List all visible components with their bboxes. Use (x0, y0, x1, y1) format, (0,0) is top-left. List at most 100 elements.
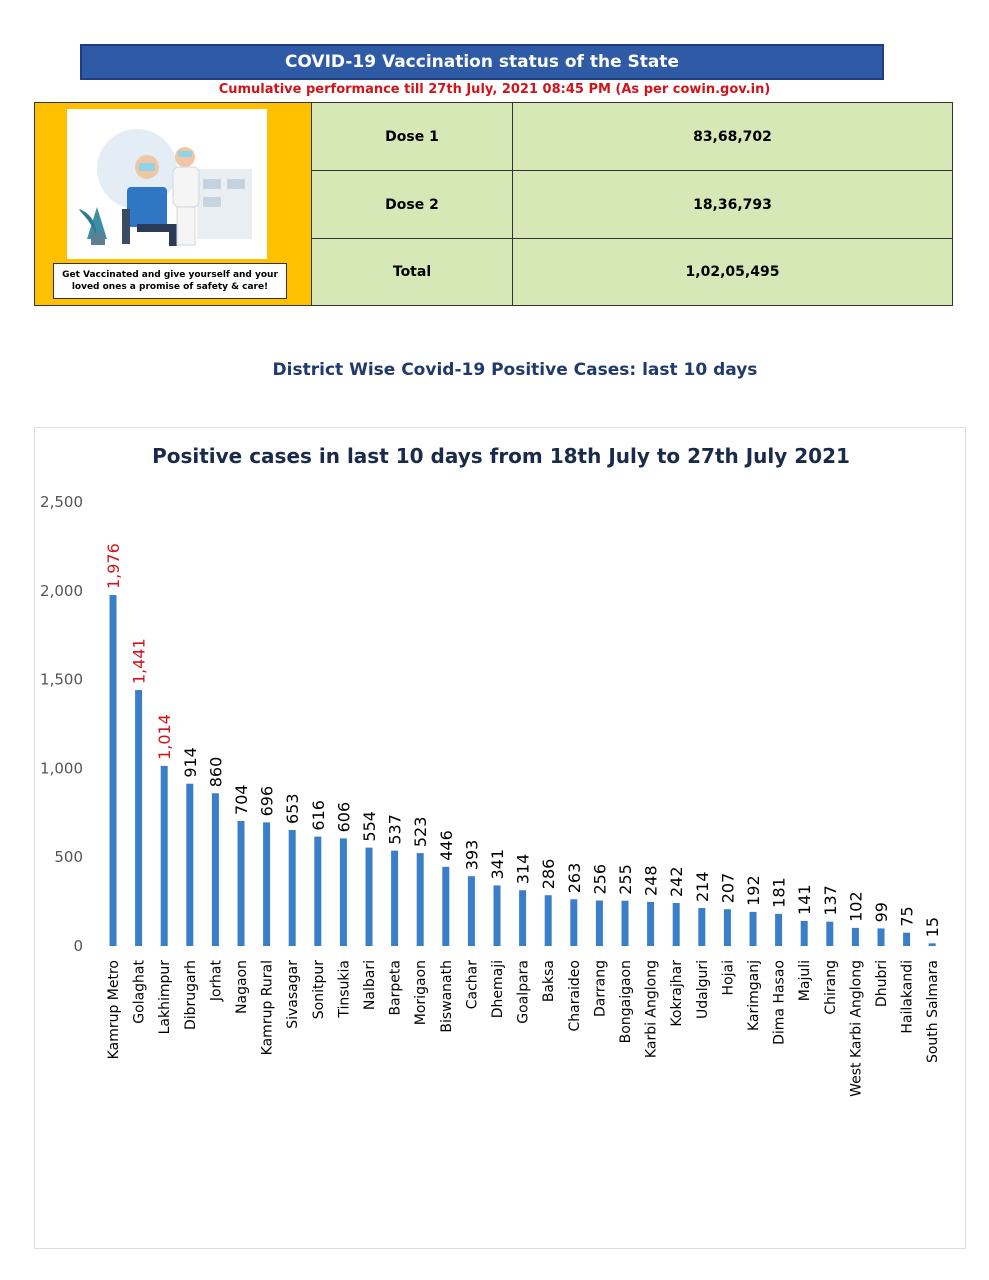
bar-value-label: 341 (488, 849, 507, 880)
x-category-label: Cachar (464, 960, 480, 1010)
x-category-label: Kokrajhar (669, 960, 685, 1027)
bar-karbi-anglong (647, 901, 655, 946)
dose1-row: Dose 1 83,68,702 (312, 103, 952, 171)
bar-value-label: 314 (514, 854, 533, 885)
bar-value-label: 207 (718, 873, 737, 904)
bar-chart: 2,500 2,000 1,500 1,000 500 0 1,976 Kamrup Metr… (40, 493, 942, 1097)
y-tick-label: 500 (54, 848, 83, 866)
bar-karimganj (749, 911, 757, 946)
bar-chirang (826, 921, 834, 946)
x-category-label: Karimganj (746, 960, 762, 1031)
dose1-value: 83,68,702 (693, 128, 772, 145)
header-subtitle: Cumulative performance till 27th July, 2… (218, 82, 771, 97)
bar-charaideo (570, 899, 578, 946)
y-tick-label: 0 (73, 937, 83, 955)
bar-value-label: 616 (309, 800, 328, 831)
header-title-bar: COVID-19 Vaccination status of the State (80, 44, 884, 80)
x-category-label: Karbi Anglong (644, 960, 660, 1058)
bar-baksa (544, 895, 552, 946)
bar-value-label: 255 (616, 864, 635, 895)
bar-golaghat (135, 690, 143, 946)
bar-morigaon (416, 853, 424, 946)
bar-dhubri (877, 928, 885, 946)
bar-value-label: 102 (846, 891, 865, 922)
x-category-label: Lakhimpur (157, 960, 173, 1035)
bar-value-label: 860 (206, 757, 225, 788)
bar-dima-hasao (775, 913, 783, 946)
bar-nalbari (365, 847, 373, 946)
bar-value-label: 653 (283, 793, 302, 824)
x-category-label: Dibrugarh (183, 960, 199, 1030)
dose1-label: Dose 1 (312, 103, 513, 170)
bar-barpeta (391, 850, 399, 946)
total-row: Total 1,02,05,495 (312, 239, 952, 305)
x-category-label: Nagaon (234, 960, 250, 1014)
bar-majuli (800, 920, 808, 946)
x-category-label: Nalbari (362, 960, 378, 1010)
bar-kamrup-metro (109, 595, 117, 946)
bar-south-salmara (928, 943, 936, 946)
bar-bongaigaon (621, 900, 629, 946)
y-tick-label: 2,000 (40, 582, 83, 600)
bar-sonitpur (314, 836, 322, 946)
bar-value-label: 141 (795, 884, 814, 915)
total-value: 1,02,05,495 (685, 264, 780, 280)
bar-value-label: 1,441 (130, 638, 149, 684)
dose2-row: Dose 2 18,36,793 (312, 171, 952, 239)
bar-value-label: 523 (411, 817, 430, 848)
x-category-label: Bongaigaon (618, 960, 634, 1043)
bar-value-label: 15 (923, 917, 942, 937)
section-title: District Wise Covid-19 Positive Cases: l… (272, 360, 758, 380)
dose2-label: Dose 2 (312, 171, 513, 238)
bar-value-label: 214 (693, 871, 712, 902)
x-category-label: Udalguri (695, 960, 711, 1019)
bar-hailakandi (903, 932, 911, 946)
x-category-label: Biswanath (439, 960, 455, 1033)
bar-value-label: 393 (462, 840, 481, 871)
x-category-label: Baksa (541, 960, 557, 1002)
bar-value-label: 696 (258, 786, 277, 817)
bar-tinsukia (339, 838, 347, 946)
bar-west-karbi-anglong (851, 927, 859, 946)
x-category-label: Charaideo (567, 960, 583, 1032)
bar-dhemaji (493, 885, 501, 946)
bar-value-label: 1,976 (104, 543, 123, 589)
bar-sivasagar (288, 830, 296, 946)
bar-goalpara (519, 890, 527, 946)
bar-udalguri (698, 907, 706, 946)
bar-value-label: 446 (437, 830, 456, 861)
bar-kamrup-rural (263, 822, 271, 946)
bar-value-label: 537 (386, 814, 405, 845)
bar-value-label: 704 (232, 784, 251, 815)
bar-value-label: 192 (744, 875, 763, 906)
total-label: Total (312, 239, 513, 305)
bar-value-label: 181 (770, 877, 789, 908)
bar-value-label: 75 (898, 906, 917, 926)
bar-value-label: 256 (590, 864, 609, 895)
x-category-label: Jorhat (208, 960, 224, 1003)
x-category-label: Golaghat (132, 959, 148, 1023)
x-category-label: Sivasagar (285, 960, 301, 1029)
dose2-value: 18,36,793 (693, 196, 772, 213)
y-tick-label: 1,000 (40, 759, 83, 777)
x-category-label: Majuli (797, 960, 813, 1001)
x-category-label: Kamrup Metro (106, 960, 122, 1059)
bar-kokrajhar (672, 903, 680, 946)
bar-value-label: 286 (539, 859, 558, 890)
x-category-label: Hojai (720, 960, 736, 995)
bar-nagaon (237, 820, 245, 946)
bar-jorhat (211, 793, 219, 946)
x-category-label: Chirang (823, 960, 839, 1015)
x-category-label: Darrang (592, 960, 608, 1017)
bar-value-label: 263 (565, 863, 584, 894)
bar-value-label: 914 (181, 747, 200, 778)
promo-caption: Get Vaccinated and give yourself and you… (53, 263, 287, 299)
y-tick-label: 1,500 (40, 671, 83, 689)
x-category-label: Dhubri (874, 960, 890, 1007)
x-category-label: Tinsukia (336, 960, 352, 1019)
x-category-label: Dhemaji (490, 960, 506, 1018)
bar-value-label: 1,014 (155, 714, 174, 760)
bar-hojai (723, 909, 731, 946)
y-tick-label: 2,500 (40, 493, 83, 511)
page-title: COVID-19 Vaccination status of the State (284, 52, 680, 72)
